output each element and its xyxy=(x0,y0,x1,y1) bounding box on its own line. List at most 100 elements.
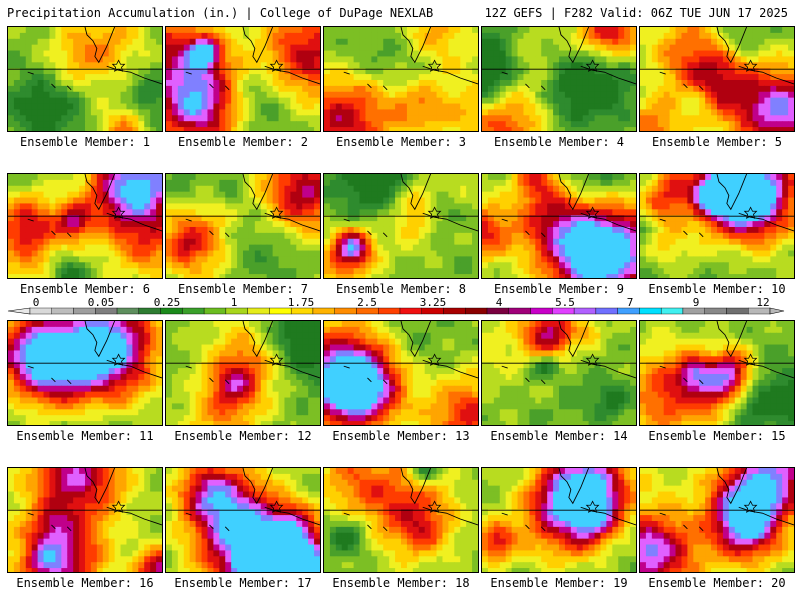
coastline-outline xyxy=(501,27,636,91)
colorbar-swatch xyxy=(399,307,422,315)
ensemble-member-label: Ensemble Member: 15 xyxy=(648,429,786,443)
colorbar-swatch xyxy=(203,307,227,315)
coastline-outline xyxy=(343,174,478,238)
colorbar-tick-label: 0.05 xyxy=(87,296,115,309)
star-marker-icon xyxy=(269,59,284,72)
coastline-outline xyxy=(501,321,636,385)
star-marker-icon xyxy=(743,59,758,72)
colorbar-tick-label: 1 xyxy=(230,296,238,309)
colorbar-tick-label: 7 xyxy=(626,296,634,309)
colorbar-swatch xyxy=(704,307,727,315)
star-marker-icon xyxy=(269,500,284,513)
star-marker-icon xyxy=(743,500,758,513)
precipitation-field xyxy=(482,321,636,425)
ensemble-member-map xyxy=(639,467,795,573)
ensemble-member-label: Ensemble Member: 14 xyxy=(490,429,628,443)
ensemble-member-map xyxy=(165,26,321,132)
ensemble-member-label: Ensemble Member: 8 xyxy=(335,282,467,296)
coastline-outline xyxy=(27,321,162,385)
precipitation-field xyxy=(324,468,478,572)
colorbar-swatch xyxy=(465,307,488,315)
ensemble-member-map xyxy=(165,173,321,279)
precipitation-field xyxy=(324,321,478,425)
star-marker-icon xyxy=(743,353,758,366)
coastline-outline xyxy=(659,174,794,238)
ensemble-member-map xyxy=(7,26,163,132)
ensemble-member-label: Ensemble Member: 6 xyxy=(19,282,151,296)
colorbar-swatch xyxy=(595,307,618,315)
colorbar-swatch xyxy=(378,307,401,315)
ensemble-member-map xyxy=(639,320,795,426)
colorbar-swatch xyxy=(639,307,662,315)
precipitation-field xyxy=(482,174,636,278)
ensemble-member-label: Ensemble Member: 13 xyxy=(332,429,470,443)
coastline-outline xyxy=(659,321,794,385)
colorbar-tick-label: 0 xyxy=(32,296,40,309)
colorbar-tick-label: 12 xyxy=(756,296,770,309)
map-title: Precipitation Accumulation (in.) | Colle… xyxy=(7,6,434,20)
star-marker-icon xyxy=(427,500,442,513)
colorbar-swatch xyxy=(116,307,140,315)
ensemble-member-label: Ensemble Member: 16 xyxy=(16,576,154,590)
coastline-outline xyxy=(659,27,794,91)
precipitation-field xyxy=(8,174,162,278)
precipitation-field xyxy=(8,27,162,131)
ensemble-member-map xyxy=(165,467,321,573)
colorbar-tick-label: 9 xyxy=(692,296,700,309)
star-marker-icon xyxy=(585,206,600,219)
ensemble-member-label: Ensemble Member: 9 xyxy=(493,282,625,296)
coastline-outline xyxy=(185,27,320,91)
colorbar-swatch xyxy=(508,307,531,315)
ensemble-member-label: Ensemble Member: 18 xyxy=(332,576,470,590)
coastline-outline xyxy=(501,174,636,238)
ensemble-member-label: Ensemble Member: 10 xyxy=(648,282,786,296)
precipitation-field xyxy=(166,321,320,425)
star-marker-icon xyxy=(269,206,284,219)
precipitation-field xyxy=(8,321,162,425)
colorbar-swatch xyxy=(182,307,205,315)
ensemble-member-map xyxy=(481,173,637,279)
coastline-outline xyxy=(27,174,162,238)
coastline-outline xyxy=(343,27,478,91)
precipitation-field xyxy=(482,27,636,131)
ensemble-member-map xyxy=(639,173,795,279)
colorbar-swatch xyxy=(530,307,553,315)
precipitation-field xyxy=(482,468,636,572)
star-marker-icon xyxy=(111,59,126,72)
precipitation-field xyxy=(640,27,794,131)
precipitation-field xyxy=(166,27,320,131)
colorbar-swatch xyxy=(51,307,74,315)
ensemble-member-map xyxy=(323,320,479,426)
ensemble-member-label: Ensemble Member: 1 xyxy=(19,135,151,149)
precipitation-field xyxy=(166,174,320,278)
precipitation-field xyxy=(324,27,478,131)
colorbar-swatch xyxy=(726,307,749,315)
ensemble-member-label: Ensemble Member: 5 xyxy=(651,135,783,149)
coastline-outline xyxy=(501,468,636,532)
colorbar-min-arrow xyxy=(7,307,31,315)
star-marker-icon xyxy=(269,353,284,366)
star-marker-icon xyxy=(427,206,442,219)
ensemble-member-map xyxy=(323,173,479,279)
ensemble-member-map xyxy=(7,173,163,279)
colorbar-swatch xyxy=(312,307,335,315)
star-marker-icon xyxy=(743,206,758,219)
colorbar-max-arrow xyxy=(769,307,785,315)
ensemble-member-map xyxy=(323,467,479,573)
precipitation-field xyxy=(640,468,794,572)
coastline-outline xyxy=(185,174,320,238)
colorbar-tick-label: 4 xyxy=(495,296,503,309)
ensemble-member-map xyxy=(7,320,163,426)
coastline-outline xyxy=(343,468,478,532)
ensemble-member-map xyxy=(323,26,479,132)
star-marker-icon xyxy=(585,353,600,366)
ensemble-member-label: Ensemble Member: 20 xyxy=(648,576,786,590)
colorbar-tick-label: 3.25 xyxy=(419,296,447,309)
ensemble-member-label: Ensemble Member: 3 xyxy=(335,135,467,149)
coastline-outline xyxy=(343,321,478,385)
star-marker-icon xyxy=(585,59,600,72)
coastline-outline xyxy=(185,468,320,532)
star-marker-icon xyxy=(427,59,442,72)
coastline-outline xyxy=(27,468,162,532)
coastline-outline xyxy=(27,27,162,91)
